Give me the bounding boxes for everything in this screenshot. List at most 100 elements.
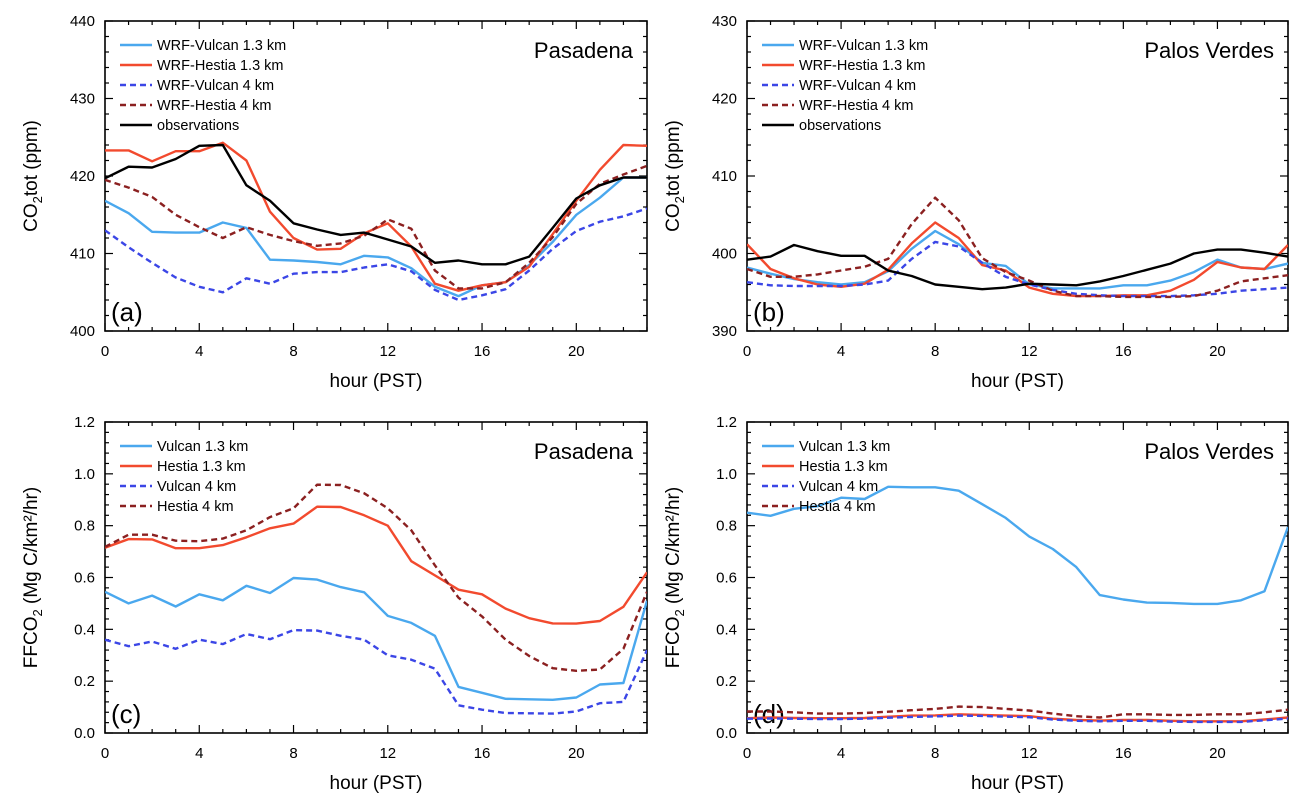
y-tick-label: 440 — [70, 13, 95, 30]
x-axis-label: hour (PST) — [971, 773, 1064, 794]
x-tick-label: 8 — [289, 745, 297, 762]
y-tick-label: 420 — [712, 91, 737, 108]
panel-letter: (b) — [753, 297, 785, 327]
y-axis-label: FFCO2 (Mg C/km²/hr) — [663, 487, 687, 668]
panel-0: 0 4 8 12 16 20 400 410 420 430 440 hour (PST) CO2tot… — [21, 13, 648, 392]
series-line-0 — [105, 576, 647, 701]
y-tick-label: 400 — [712, 246, 737, 263]
y-tick-label: 0.4 — [74, 621, 95, 638]
legend-label: WRF-Hestia 1.3 km — [799, 58, 926, 74]
y-axis-label: CO2tot (ppm) — [21, 120, 45, 232]
x-tick-label: 0 — [743, 343, 751, 360]
y-tick-label: 410 — [70, 246, 95, 263]
legend-label: Hestia 1.3 km — [157, 459, 246, 475]
legend-label: WRF-Vulcan 4 km — [799, 78, 916, 94]
legend-label: Vulcan 1.3 km — [799, 439, 890, 455]
series-line-0 — [105, 176, 647, 298]
y-tick-label: 400 — [70, 323, 95, 340]
x-tick-label: 12 — [1021, 745, 1038, 762]
legend-label: Hestia 4 km — [157, 499, 234, 515]
panel-letter: (a) — [111, 297, 143, 327]
x-tick-label: 12 — [379, 745, 396, 762]
x-tick-label: 4 — [837, 343, 845, 360]
series-line-3 — [105, 483, 647, 672]
series-line-4 — [747, 243, 1288, 291]
panel-letter: (d) — [753, 699, 785, 729]
legend-label: WRF-Hestia 1.3 km — [157, 58, 284, 74]
series-line-4 — [105, 143, 647, 266]
panel-site-title: Pasadena — [534, 38, 634, 63]
y-tick-label: 0.2 — [716, 673, 737, 690]
y-tick-label: 0.8 — [716, 518, 737, 535]
legend: Vulcan 1.3 km Hestia 1.3 km Vulcan 4 km Hes… — [762, 439, 890, 515]
panel-site-title: Palos Verdes — [1144, 439, 1274, 464]
y-tick-label: 0.4 — [716, 621, 737, 638]
legend-label: Vulcan 4 km — [799, 479, 878, 495]
x-tick-label: 8 — [931, 343, 939, 360]
y-tick-label: 1.2 — [716, 414, 737, 431]
panel-site-title: Pasadena — [534, 439, 634, 464]
x-axis-label: hour (PST) — [330, 773, 423, 794]
legend-label: observations — [799, 118, 881, 134]
y-axis-label: FFCO2 (Mg C/km²/hr) — [21, 487, 45, 668]
y-tick-label: 1.0 — [74, 466, 95, 483]
series-line-2 — [747, 714, 1288, 724]
series-line-0 — [747, 485, 1288, 606]
y-tick-label: 1.2 — [74, 414, 95, 431]
legend-label: WRF-Hestia 4 km — [799, 98, 913, 114]
x-tick-label: 4 — [195, 745, 203, 762]
legend-label: Hestia 4 km — [799, 499, 876, 515]
x-tick-label: 16 — [474, 343, 491, 360]
series-line-1 — [105, 505, 647, 625]
y-tick-label: 430 — [712, 13, 737, 30]
x-axis-label: hour (PST) — [971, 371, 1064, 392]
panel-1: 0 4 8 12 16 20 390 400 410 420 430 hour (PST) CO2tot… — [663, 13, 1289, 392]
y-tick-label: 0.8 — [74, 518, 95, 535]
x-axis-label: hour (PST) — [330, 371, 423, 392]
series-line-0 — [747, 229, 1288, 290]
y-tick-label: 410 — [712, 168, 737, 185]
legend-label: Hestia 1.3 km — [799, 459, 888, 475]
legend: WRF-Vulcan 1.3 km WRF-Hestia 1.3 km WRF-Vu… — [762, 38, 928, 134]
series-line-3 — [105, 164, 647, 290]
legend: Vulcan 1.3 km Hestia 1.3 km Vulcan 4 km Hes… — [120, 439, 248, 515]
legend-label: WRF-Vulcan 1.3 km — [799, 38, 928, 54]
x-tick-label: 4 — [195, 343, 203, 360]
legend-label: Vulcan 4 km — [157, 479, 236, 495]
y-tick-label: 0.0 — [74, 725, 95, 742]
x-tick-label: 16 — [1115, 745, 1132, 762]
panel-3: 0 4 8 12 16 20 0.0 0.2 0.4 0.6 0.8 1.0 1.2 hour (PST)… — [663, 414, 1289, 794]
x-tick-label: 16 — [1115, 343, 1132, 360]
legend-label: WRF-Vulcan 4 km — [157, 78, 274, 94]
series-line-2 — [747, 240, 1288, 298]
y-tick-label: 390 — [712, 323, 737, 340]
x-tick-label: 8 — [289, 343, 297, 360]
series-line-3 — [747, 705, 1288, 719]
series-line-2 — [105, 628, 647, 715]
x-tick-label: 20 — [568, 745, 585, 762]
x-tick-label: 20 — [568, 343, 585, 360]
y-tick-label: 420 — [70, 168, 95, 185]
x-tick-label: 20 — [1209, 745, 1226, 762]
series-line-3 — [747, 196, 1288, 299]
y-tick-label: 0.6 — [74, 570, 95, 587]
series-line-2 — [105, 207, 647, 302]
panel-letter: (c) — [111, 699, 141, 729]
x-tick-label: 4 — [837, 745, 845, 762]
y-tick-label: 0.0 — [716, 725, 737, 742]
legend: WRF-Vulcan 1.3 km WRF-Hestia 1.3 km WRF-Vu… — [120, 38, 286, 134]
x-tick-label: 0 — [101, 343, 109, 360]
legend-label: Vulcan 1.3 km — [157, 439, 248, 455]
panel-2: 0 4 8 12 16 20 0.0 0.2 0.4 0.6 0.8 1.0 1.2 hour (PST)… — [21, 414, 648, 794]
y-tick-label: 1.0 — [716, 466, 737, 483]
x-tick-label: 8 — [931, 745, 939, 762]
x-tick-label: 0 — [743, 745, 751, 762]
legend-label: WRF-Hestia 4 km — [157, 98, 271, 114]
x-tick-label: 12 — [379, 343, 396, 360]
legend-label: observations — [157, 118, 239, 134]
y-axis-label: CO2tot (ppm) — [663, 120, 687, 232]
y-tick-label: 0.6 — [716, 570, 737, 587]
x-tick-label: 0 — [101, 745, 109, 762]
x-tick-label: 16 — [474, 745, 491, 762]
